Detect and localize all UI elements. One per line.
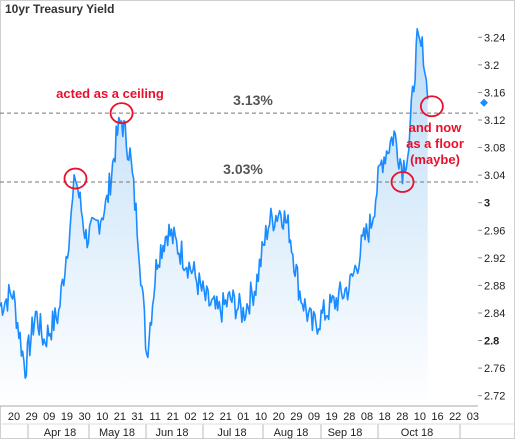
yield-area-fill: [0, 28, 428, 407]
y-tick-label: 2.84: [484, 308, 505, 320]
annotation-ceiling-text: acted as a ceiling: [56, 86, 164, 101]
chart-title: 10yr Treasury Yield: [5, 2, 115, 16]
x-tick-label: 19: [61, 411, 73, 423]
x-tick-label: 20: [8, 411, 20, 423]
month-label: Sep 18: [328, 427, 363, 439]
x-tick-label: 10: [255, 411, 267, 423]
x-tick-label: 29: [26, 411, 38, 423]
annotation-circle: [419, 95, 444, 118]
x-tick-label: 08: [361, 411, 373, 423]
y-tick-label: 3.16: [484, 87, 505, 99]
annotation-floor-text: and now as a floor (maybe): [406, 120, 464, 167]
y-tick-label: 3.2: [484, 60, 499, 72]
yield-series-line: [0, 28, 429, 379]
y-tick-label: 3: [484, 198, 490, 210]
annotation-floor-line: as a floor: [406, 136, 464, 151]
x-tick-label: 21: [114, 411, 126, 423]
annotation-circle: [63, 167, 88, 190]
reference-line-label: 3.03%: [223, 161, 263, 177]
reference-line-label: 3.13%: [233, 92, 273, 108]
y-tick-label: 3.24: [484, 32, 505, 44]
y-tick-label: 2.76: [484, 363, 505, 375]
x-tick-label: 20: [273, 411, 285, 423]
x-tick-label: 29: [290, 411, 302, 423]
y-tick-label: 3.04: [484, 170, 505, 182]
x-tick-label: 09: [308, 411, 320, 423]
month-label: Aug 18: [274, 427, 309, 439]
y-tick-label: 2.92: [484, 253, 505, 265]
x-tick-label: 03: [467, 411, 479, 423]
x-tick-label: 02: [184, 411, 196, 423]
x-tick-label: 12: [202, 411, 214, 423]
x-tick-label: 10: [414, 411, 426, 423]
x-tick-label: 21: [220, 411, 232, 423]
x-tick-label: 31: [131, 411, 143, 423]
x-tick-label: 18: [378, 411, 390, 423]
y-tick-label: 2.8: [484, 336, 499, 348]
x-tick-label: 11: [149, 411, 160, 423]
y-tick-label: 2.96: [484, 225, 505, 237]
month-label: Jun 18: [155, 427, 188, 439]
y-tick-label: 3.12: [484, 115, 505, 127]
month-label: May 18: [99, 427, 135, 439]
x-tick-label: 28: [343, 411, 355, 423]
annotation-circle: [390, 171, 415, 193]
last-value-marker: [480, 98, 488, 107]
annotation-floor-line: and now: [409, 120, 463, 135]
x-tick-label: 22: [449, 411, 461, 423]
month-label: Jul 18: [217, 427, 246, 439]
y-tick-label: 3.08: [484, 143, 505, 155]
x-tick-label: 19: [326, 411, 338, 423]
y-tick-label: 2.72: [484, 391, 505, 403]
x-tick-label: 01: [237, 411, 249, 423]
x-tick-label: 21: [167, 411, 179, 423]
x-tick-label: 16: [431, 411, 443, 423]
x-tick-label: 09: [43, 411, 55, 423]
x-tick-label: 10: [96, 411, 108, 423]
annotation-floor-line: (maybe): [410, 152, 460, 167]
annotation-circle: [109, 102, 134, 125]
y-tick-label: 2.88: [484, 280, 505, 292]
x-tick-label: 30: [78, 411, 90, 423]
month-label: Oct 18: [401, 427, 433, 439]
month-label: Apr 18: [44, 427, 76, 439]
x-tick-label: 28: [396, 411, 408, 423]
